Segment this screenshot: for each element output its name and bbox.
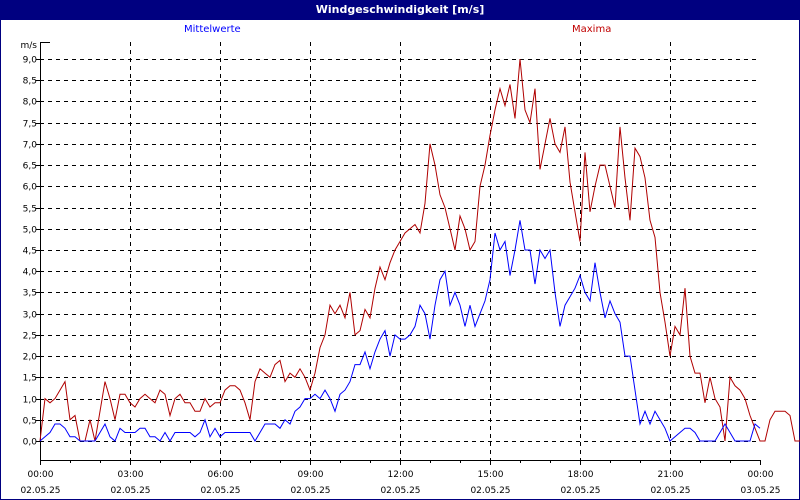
x-tick-time: 21:00: [658, 470, 684, 480]
y-tick-label: 2,0: [23, 353, 38, 363]
x-tick-date: 03.05.25: [740, 486, 780, 496]
x-tick-date: 02.05.25: [200, 486, 240, 496]
chart-title: Windgeschwindigkeit [m/s]: [0, 0, 800, 20]
y-tick-label: 9,0: [23, 56, 38, 66]
x-tick-date: 02.05.25: [290, 486, 330, 496]
x-tick-time: 18:00: [568, 470, 594, 480]
y-tick-label: 5,0: [23, 226, 38, 236]
x-tick-date: 02.05.25: [560, 486, 600, 496]
y-tick-label: 4,0: [23, 268, 38, 278]
legend-mean: Mittelwerte: [184, 24, 241, 35]
y-tick-label: 7,5: [23, 120, 37, 130]
x-tick-time: 06:00: [208, 470, 234, 480]
x-axis-labels: 00:00 02.05.25 03:00 02.05.25 06:00 02.05.25 0…: [20, 470, 780, 496]
x-tick-time: 00:00: [28, 470, 54, 480]
y-unit-label: m/s: [21, 41, 38, 51]
y-tick-label: 6,0: [23, 183, 38, 193]
x-tick-date: 02.05.25: [380, 486, 420, 496]
x-tick-date: 02.05.25: [20, 486, 60, 496]
grid-lines: [40, 42, 760, 460]
series-mean-line: [39, 220, 761, 442]
y-tick-label: 1,0: [23, 396, 38, 406]
series-maxima-line: [39, 58, 800, 442]
y-tick-label: 6,5: [23, 162, 37, 172]
legend-max: Maxima: [572, 24, 612, 35]
y-tick-label: 5,5: [23, 205, 37, 215]
y-tick-label: 7,0: [23, 141, 38, 151]
x-tick-time: 00:00: [748, 470, 774, 480]
x-tick-time: 03:00: [118, 470, 144, 480]
y-tick-label: 2,5: [23, 332, 37, 342]
y-tick-label: 3,0: [23, 311, 38, 321]
x-tick-time: 09:00: [298, 470, 324, 480]
axes: [36, 42, 761, 465]
x-tick-date: 02.05.25: [650, 486, 690, 496]
x-tick-date: 02.05.25: [470, 486, 510, 496]
y-tick-label: 8,5: [23, 77, 37, 87]
y-tick-label: 8,0: [23, 98, 38, 108]
y-tick-label: 0,5: [23, 417, 37, 427]
x-tick-time: 15:00: [478, 470, 504, 480]
y-axis-labels: 0,0 0,5 1,0 1,5 2,0 2,5 3,0 3,5 4,0 4,5 5,0 5,5 6,0 6…: [21, 41, 38, 448]
y-tick-label: 1,5: [23, 374, 37, 384]
x-tick-time: 12:00: [388, 470, 414, 480]
x-tick-date: 02.05.25: [110, 486, 150, 496]
y-tick-label: 0,0: [23, 438, 38, 448]
y-tick-label: 4,5: [23, 247, 37, 257]
y-tick-label: 3,5: [23, 289, 37, 299]
